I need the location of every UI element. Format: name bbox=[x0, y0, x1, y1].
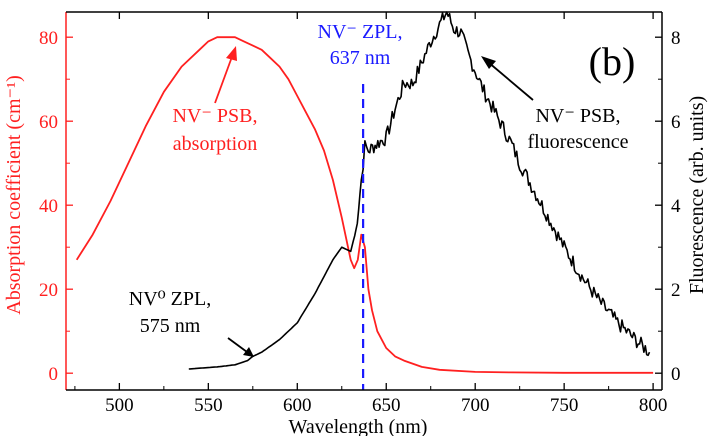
y-left-tick-label-60: 60 bbox=[39, 112, 58, 133]
x-tick-label-550: 550 bbox=[194, 395, 223, 416]
annotation-nv-minus-psb-fluorescence: NV⁻ PSB, fluorescence bbox=[481, 56, 629, 153]
annotation-nv-minus-psb-absorption: NV⁻ PSB, absorption bbox=[172, 46, 258, 155]
y-left-tick-label-0: 0 bbox=[49, 364, 59, 385]
annotation-nv0-zpl: NV⁰ ZPL, 575 nm bbox=[129, 288, 254, 357]
annotation-nv0-arrow-line bbox=[227, 337, 248, 353]
annotation-nv-minus-zpl-line2: 637 nm bbox=[330, 47, 391, 69]
annotation-nv0-line1: NV⁰ ZPL, bbox=[129, 288, 211, 310]
y-left-tick-label-20: 20 bbox=[39, 280, 58, 301]
y-right-tick-label-8: 8 bbox=[671, 28, 681, 49]
x-tick-label-700: 700 bbox=[461, 395, 490, 416]
annotation-fluorescence-arrow-head bbox=[481, 56, 496, 69]
annotation-absorption-arrow-line bbox=[214, 53, 234, 104]
x-axis-title: Wavelength (nm) bbox=[289, 416, 428, 436]
x-tick-label-600: 600 bbox=[283, 395, 312, 416]
annotation-nv0-arrow-head bbox=[243, 347, 254, 357]
y-left-tick-label-80: 80 bbox=[39, 28, 58, 49]
annotation-nv0-line2: 575 nm bbox=[140, 315, 201, 337]
y-right-tick-label-2: 2 bbox=[671, 280, 681, 301]
x-tick-label-750: 750 bbox=[550, 395, 579, 416]
y-right-tick-label-6: 6 bbox=[671, 112, 681, 133]
y-left-axis-title: Absorption coefficient (cm⁻¹) bbox=[3, 75, 25, 314]
fluorescence-line bbox=[188, 11, 651, 370]
panel-label: (b) bbox=[589, 39, 636, 84]
annotation-fluorescence-line1: NV⁻ PSB, bbox=[535, 105, 620, 127]
absorption-line bbox=[75, 36, 654, 374]
y-right-tick-label-0: 0 bbox=[671, 364, 681, 385]
y-right-tick-label-4: 4 bbox=[671, 196, 681, 217]
x-tick-label-800: 800 bbox=[639, 395, 668, 416]
annotation-absorption-line1: NV⁻ PSB, bbox=[172, 105, 257, 127]
annotation-absorption-arrow-head bbox=[226, 46, 237, 61]
y-left-tick-label-40: 40 bbox=[39, 196, 58, 217]
x-tick-label-650: 650 bbox=[372, 395, 401, 416]
y-right-axis-title: Fluorescence (arb. units) bbox=[686, 96, 708, 294]
x-tick-label-500: 500 bbox=[105, 395, 134, 416]
annotation-fluorescence-line2: fluorescence bbox=[527, 131, 628, 153]
annotation-absorption-line2: absorption bbox=[173, 133, 257, 155]
annotation-fluorescence-arrow-line bbox=[487, 61, 534, 101]
annotation-nv-minus-zpl-line1: NV⁻ ZPL, bbox=[318, 21, 403, 43]
annotation-nv-minus-zpl: NV⁻ ZPL, 637 nm bbox=[318, 21, 403, 69]
